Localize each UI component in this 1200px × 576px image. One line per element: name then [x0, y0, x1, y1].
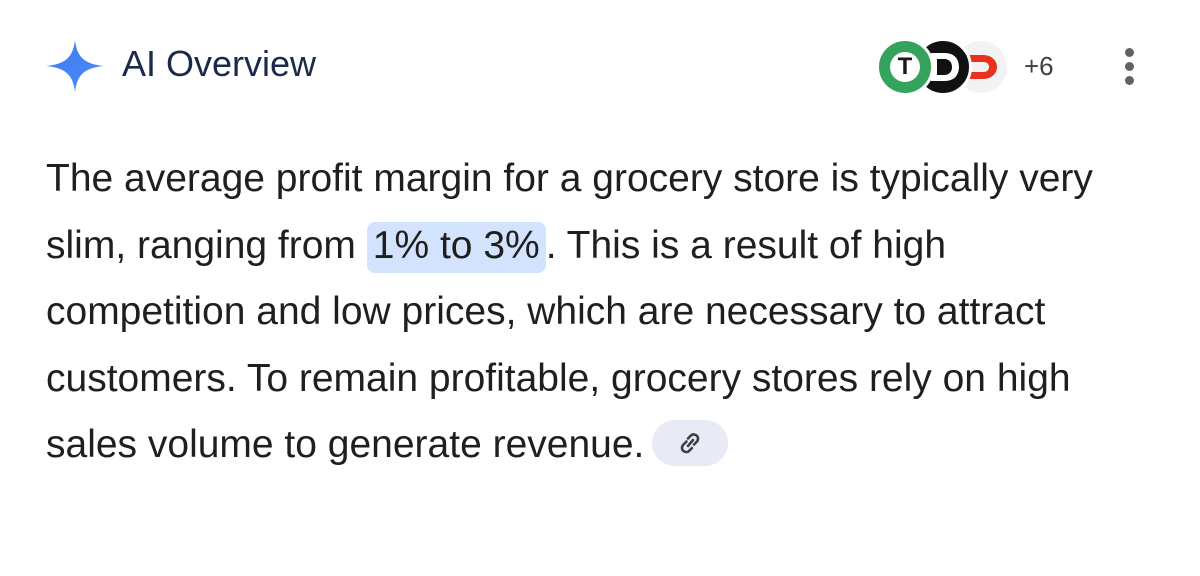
- sparkle-icon: [46, 40, 104, 92]
- link-icon: [681, 432, 700, 454]
- ai-overview-answer: The average profit margin for a grocery …: [46, 146, 1156, 479]
- kebab-dot: [1125, 76, 1134, 85]
- source-favicon-t[interactable]: T: [876, 38, 934, 96]
- source-favicon-t-badge: [890, 52, 920, 82]
- d-logo-icon: [931, 53, 959, 81]
- source-favicon-letter: T: [897, 53, 913, 80]
- answer-text-part2: . This is a result of high competition a…: [46, 223, 1071, 467]
- kebab-dot: [1125, 48, 1134, 57]
- ai-overview-header: AI Overview T +6: [0, 0, 1200, 125]
- ai-overview-title: AI Overview: [122, 43, 317, 84]
- source-link-chip[interactable]: [652, 419, 729, 466]
- answer-text-part1: The average profit margin for a grocery …: [46, 157, 1093, 267]
- answer-highlight[interactable]: 1% to 3%: [366, 221, 546, 273]
- more-vert-icon[interactable]: [1114, 44, 1146, 88]
- more-sources-count[interactable]: +6: [1024, 51, 1054, 81]
- kebab-dot: [1125, 62, 1134, 71]
